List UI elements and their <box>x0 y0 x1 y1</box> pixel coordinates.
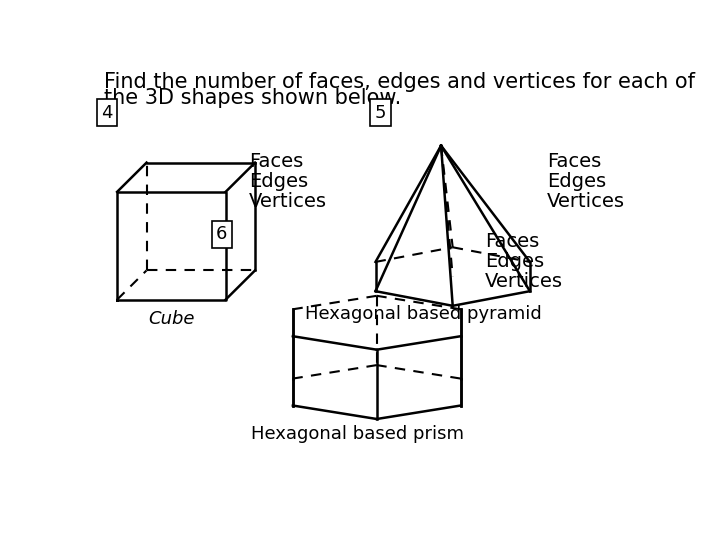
Text: Cube: Cube <box>148 309 194 328</box>
Text: the 3D shapes shown below.: the 3D shapes shown below. <box>104 88 401 108</box>
Text: Hexagonal based prism: Hexagonal based prism <box>251 425 464 443</box>
Text: Edges: Edges <box>485 252 544 272</box>
Text: Find the number of faces, edges and vertices for each of: Find the number of faces, edges and vert… <box>104 72 695 92</box>
Text: Vertices: Vertices <box>249 192 327 211</box>
Text: Faces: Faces <box>249 152 303 171</box>
Text: Faces: Faces <box>485 232 539 252</box>
Text: Vertices: Vertices <box>485 273 563 292</box>
Text: Faces: Faces <box>547 152 601 171</box>
Text: 6: 6 <box>216 225 228 243</box>
Text: Vertices: Vertices <box>547 192 625 211</box>
Text: 4: 4 <box>102 104 113 122</box>
Text: Hexagonal based pyramid: Hexagonal based pyramid <box>305 305 541 323</box>
Text: Edges: Edges <box>249 172 308 191</box>
Text: Edges: Edges <box>547 172 606 191</box>
Text: 5: 5 <box>375 104 387 122</box>
